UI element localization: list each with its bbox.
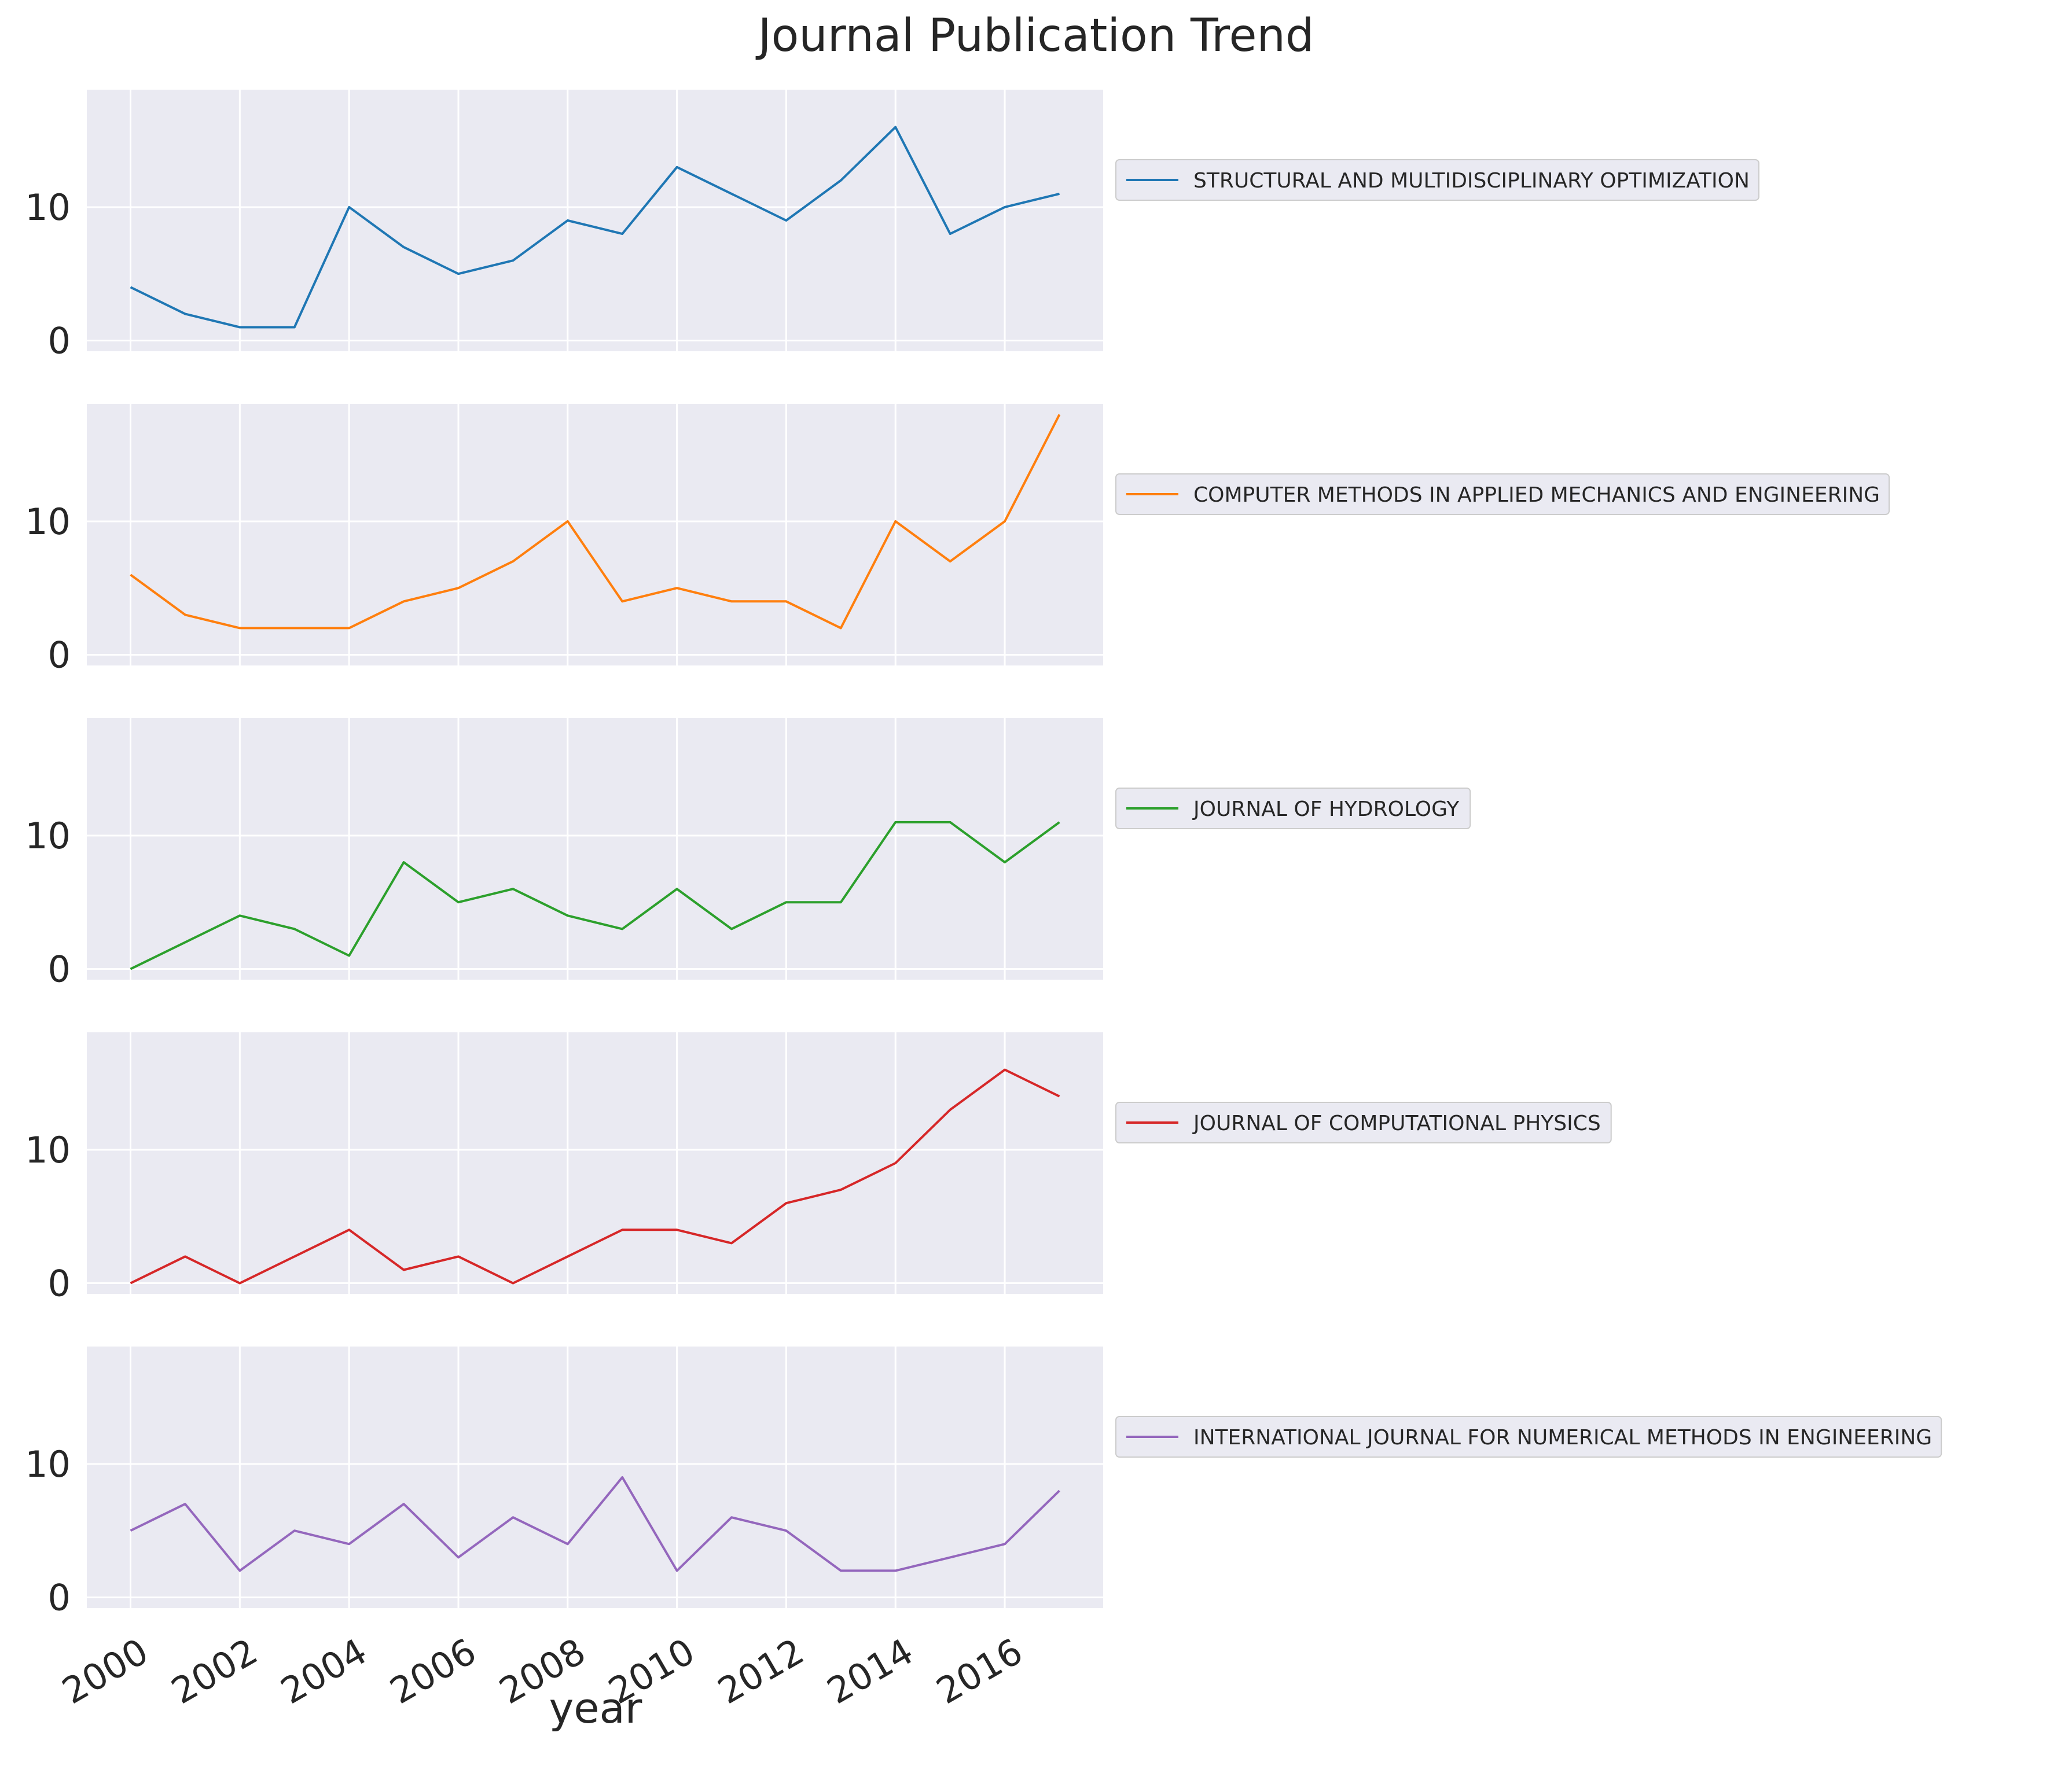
series-line	[130, 126, 1060, 329]
plot-area	[87, 1347, 1103, 1608]
legend-box	[1115, 788, 1471, 829]
legend: INTERNATIONAL JOURNAL FOR NUMERICAL METH…	[1115, 1416, 1942, 1458]
series-line	[130, 1476, 1060, 1572]
panel-4: 0 10 JOURNAL OF COMPUTATIONAL PHYSICS	[25, 1032, 1612, 1305]
panels: 0 10 STRUCTURAL AND MULTIDISCIPLINARY OPTI…	[25, 90, 1942, 1619]
x-tick-label: 2016	[930, 1630, 1030, 1712]
legend: COMPUTER METHODS IN APPLIED MECHANICS AN…	[1115, 473, 1890, 515]
y-tick-label: 10	[25, 1129, 71, 1171]
legend-box	[1115, 473, 1890, 515]
legend: JOURNAL OF COMPUTATIONAL PHYSICS	[1115, 1102, 1612, 1143]
plot-area	[87, 1032, 1103, 1294]
y-tick-label: 10	[25, 186, 71, 229]
legend: JOURNAL OF HYDROLOGY	[1115, 788, 1471, 829]
x-tick-label: 2014	[820, 1630, 920, 1712]
series-line	[130, 1068, 1060, 1285]
legend-box	[1115, 1102, 1612, 1143]
y-tick-label: 10	[25, 815, 71, 857]
panel-3: 0 10 JOURNAL OF HYDROLOGY	[25, 718, 1471, 991]
x-tick-label: 2012	[711, 1630, 811, 1712]
legend-label: JOURNAL OF HYDROLOGY	[1192, 797, 1460, 821]
y-tick-label: 0	[48, 1263, 71, 1305]
y-tick-label: 0	[48, 634, 71, 676]
y-tick-label: 0	[48, 320, 71, 362]
legend-box	[1115, 159, 1759, 201]
x-tick-labels: 2000 2002 2004 2006 2008 2010 2012 2014 2016	[55, 1630, 1030, 1712]
y-tick-label: 10	[25, 1443, 71, 1485]
panel-5: 0 10 INTERNATIONAL JOURNAL FOR NUMERICAL M…	[25, 1347, 1942, 1619]
y-tick-label: 0	[48, 1577, 71, 1619]
plot-area	[87, 718, 1103, 980]
x-tick-label: 2004	[274, 1630, 374, 1712]
legend-label: STRUCTURAL AND MULTIDISCIPLINARY OPTIMIZ…	[1193, 169, 1750, 193]
plot-area	[87, 90, 1103, 351]
legend-box	[1115, 1416, 1942, 1458]
legend: STRUCTURAL AND MULTIDISCIPLINARY OPTIMIZ…	[1115, 159, 1759, 201]
chart-title: Journal Publication Trend	[755, 10, 1314, 62]
x-axis-label: year	[549, 1684, 642, 1732]
series-line	[130, 821, 1060, 970]
panel-1: 0 10 STRUCTURAL AND MULTIDISCIPLINARY OPTI…	[25, 90, 1759, 362]
x-tick-label: 2006	[383, 1630, 483, 1712]
y-tick-label: 0	[48, 948, 71, 991]
x-tick-label: 2000	[55, 1630, 155, 1712]
legend-label: JOURNAL OF COMPUTATIONAL PHYSICS	[1192, 1112, 1601, 1135]
x-tick-label: 2002	[164, 1630, 264, 1712]
panel-2: 0 10 COMPUTER METHODS IN APPLIED MECHANICS…	[25, 404, 1890, 676]
plot-area	[87, 404, 1103, 665]
legend-label: INTERNATIONAL JOURNAL FOR NUMERICAL METH…	[1193, 1426, 1932, 1450]
series-line	[130, 414, 1061, 630]
y-tick-label: 10	[25, 501, 71, 543]
legend-label: COMPUTER METHODS IN APPLIED MECHANICS AN…	[1193, 483, 1880, 507]
